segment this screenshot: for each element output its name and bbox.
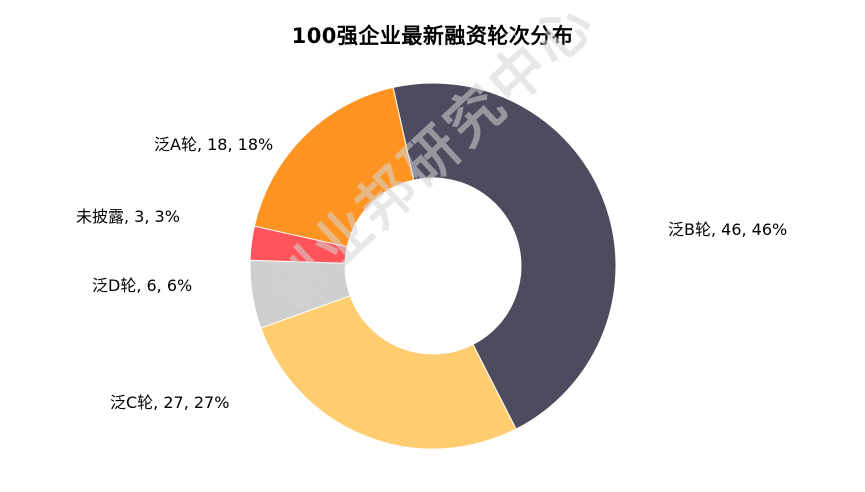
label-series-d: 泛D轮, 6, 6% — [92, 276, 193, 295]
label-series-a: 泛A轮, 18, 18% — [154, 135, 274, 154]
label-undisclosed: 未披露, 3, 3% — [76, 207, 180, 226]
label-series-b: 泛B轮, 46, 46% — [668, 220, 788, 239]
slice-series-b — [392, 82, 617, 430]
slice-series-a — [253, 86, 415, 248]
slice-series-c — [260, 295, 517, 450]
chart-title: 100强企业最新融资轮次分布 — [291, 24, 574, 48]
label-series-c: 泛C轮, 27, 27% — [110, 393, 230, 412]
